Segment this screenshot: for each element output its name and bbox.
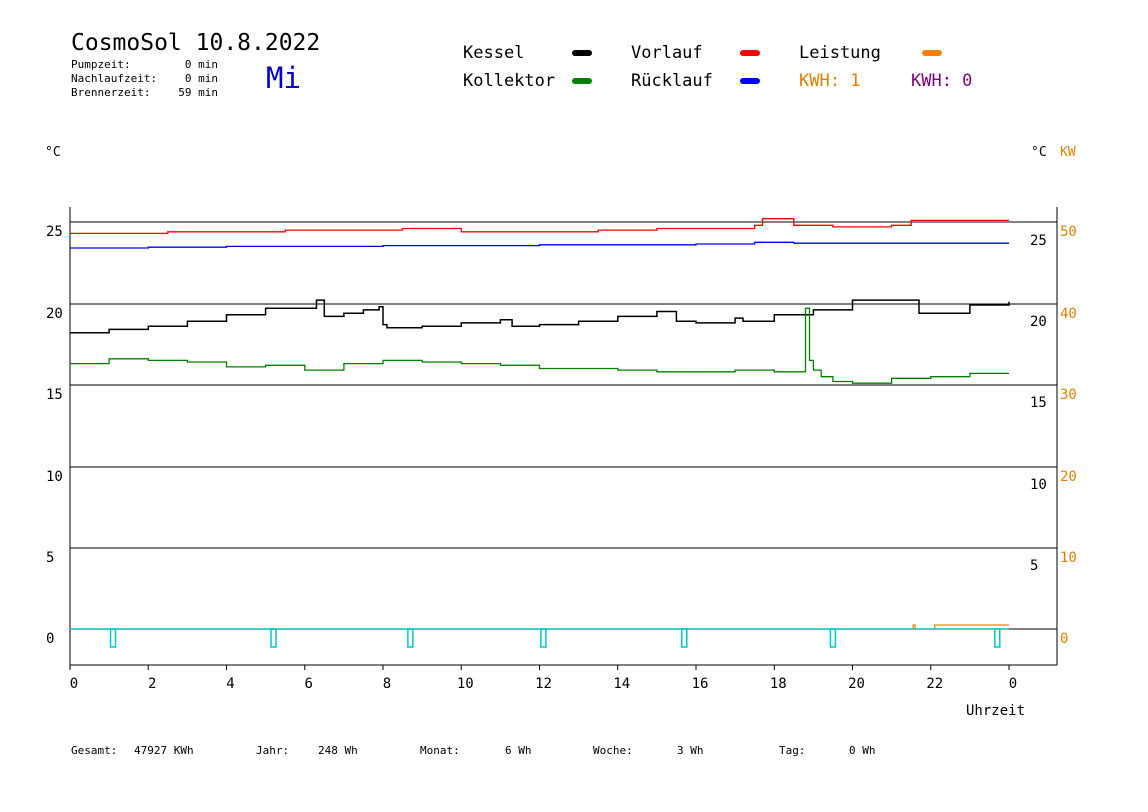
legend-kollektor-swatch — [572, 78, 592, 84]
info-brenner-label: Brennerzeit: — [71, 86, 150, 99]
y-left-tick-25: 25 — [46, 224, 63, 240]
pumpe-marker — [407, 628, 414, 648]
y-left-tick-5: 5 — [46, 550, 54, 566]
legend-kwh-orange: KWH: 1 — [799, 71, 860, 91]
y-left-tick-0: 0 — [46, 631, 54, 647]
info-pumpzeit-label: Pumpzeit: — [71, 58, 131, 71]
x-tick-label: 12 — [535, 676, 552, 692]
y-right-kw-tick-20: 20 — [1060, 469, 1077, 485]
footer-tag-value: 0 Wh — [849, 744, 876, 757]
x-tick-label: 10 — [457, 676, 474, 692]
legend-ruecklauf-label: Rücklauf — [631, 71, 713, 91]
pumpe-marker — [829, 628, 837, 648]
weekday: Mi — [266, 61, 301, 95]
y-right-kw-tick-40: 40 — [1060, 306, 1077, 322]
legend-kollektor-label: Kollektor — [463, 71, 555, 91]
footer-monat-value: 6 Wh — [505, 744, 532, 757]
x-axis-label: Uhrzeit — [966, 703, 1025, 719]
x-axis: 0 2 4 6 8 10 12 14 16 18 20 22 0 — [69, 665, 1017, 692]
legend-vorlauf-label: Vorlauf — [631, 43, 703, 63]
y-right-kw-tick-0: 0 — [1060, 631, 1068, 647]
x-tick-label: 0 — [1009, 676, 1017, 692]
footer-jahr-label: Jahr: — [256, 744, 289, 757]
footer-jahr-value: 248 Wh — [318, 744, 358, 757]
right-unit-kw: KW — [1060, 145, 1076, 160]
y-right-kw-tick-50: 50 — [1060, 224, 1077, 240]
legend-leistung-swatch — [922, 50, 942, 56]
y-right-c-tick-25: 25 — [1030, 233, 1047, 249]
footer-monat-label: Monat: — [420, 744, 460, 757]
y-right-kw-tick-10: 10 — [1060, 550, 1077, 566]
legend-kwh-purple: KWH: 0 — [911, 71, 972, 91]
plot-frame — [69, 207, 1058, 666]
pumpe-marker — [109, 628, 117, 648]
y-right-c-tick-15: 15 — [1030, 395, 1047, 411]
x-tick-label: 16 — [692, 676, 709, 692]
x-tick-label: 20 — [848, 676, 865, 692]
series-vorlauf — [70, 218, 1009, 235]
legend-vorlauf-swatch — [740, 50, 760, 56]
right-unit-c: °C — [1031, 145, 1047, 160]
info-brenner-value: 59 min — [178, 86, 218, 99]
series-leistung — [70, 624, 1009, 630]
series-pumpe — [70, 628, 1009, 648]
y-right-kw-tick-30: 30 — [1060, 387, 1077, 403]
footer-woche-label: Woche: — [593, 744, 633, 757]
pumpe-marker — [681, 628, 688, 648]
legend-ruecklauf-swatch — [740, 78, 760, 84]
legend-kessel-label: Kessel — [463, 43, 524, 63]
y-right-c-tick-5: 5 — [1030, 558, 1038, 574]
chart-title: CosmoSol 10.8.2022 — [71, 30, 320, 56]
series-r-cklauf — [70, 241, 1009, 249]
left-unit: °C — [45, 145, 61, 160]
info-nachlauf-value: 0 min — [185, 72, 218, 85]
x-tick-label: 0 — [70, 676, 78, 692]
x-tick-label: 6 — [305, 676, 313, 692]
pumpe-marker — [994, 628, 1001, 648]
series-layer — [70, 218, 1010, 648]
x-tick-label: 8 — [383, 676, 391, 692]
footer-woche-value: 3 Wh — [677, 744, 704, 757]
pumpe-marker — [540, 628, 547, 648]
info-pumpzeit-value: 0 min — [185, 58, 218, 71]
y-left-tick-10: 10 — [46, 469, 63, 485]
x-tick-label: 18 — [770, 676, 787, 692]
footer-tag-label: Tag: — [779, 744, 806, 757]
y-right-c-tick-10: 10 — [1030, 477, 1047, 493]
y-left-tick-15: 15 — [46, 387, 63, 403]
info-nachlauf-label: Nachlaufzeit: — [71, 72, 157, 85]
x-tick-label: 22 — [926, 676, 943, 692]
y-right-c-tick-20: 20 — [1030, 314, 1047, 330]
legend-leistung-label: Leistung — [799, 43, 881, 63]
y-left-tick-20: 20 — [46, 306, 63, 322]
footer-gesamt-label: Gesamt: — [71, 744, 117, 757]
series-kessel — [70, 299, 1010, 334]
x-tick-label: 14 — [613, 676, 630, 692]
series-kollektor — [70, 307, 1009, 384]
gridlines — [70, 221, 1057, 630]
footer-gesamt-value: 47927 KWh — [134, 744, 194, 757]
legend-kessel-swatch — [572, 50, 592, 56]
x-tick-label: 4 — [226, 676, 234, 692]
x-tick-label: 2 — [148, 676, 156, 692]
pumpe-marker — [270, 628, 277, 648]
